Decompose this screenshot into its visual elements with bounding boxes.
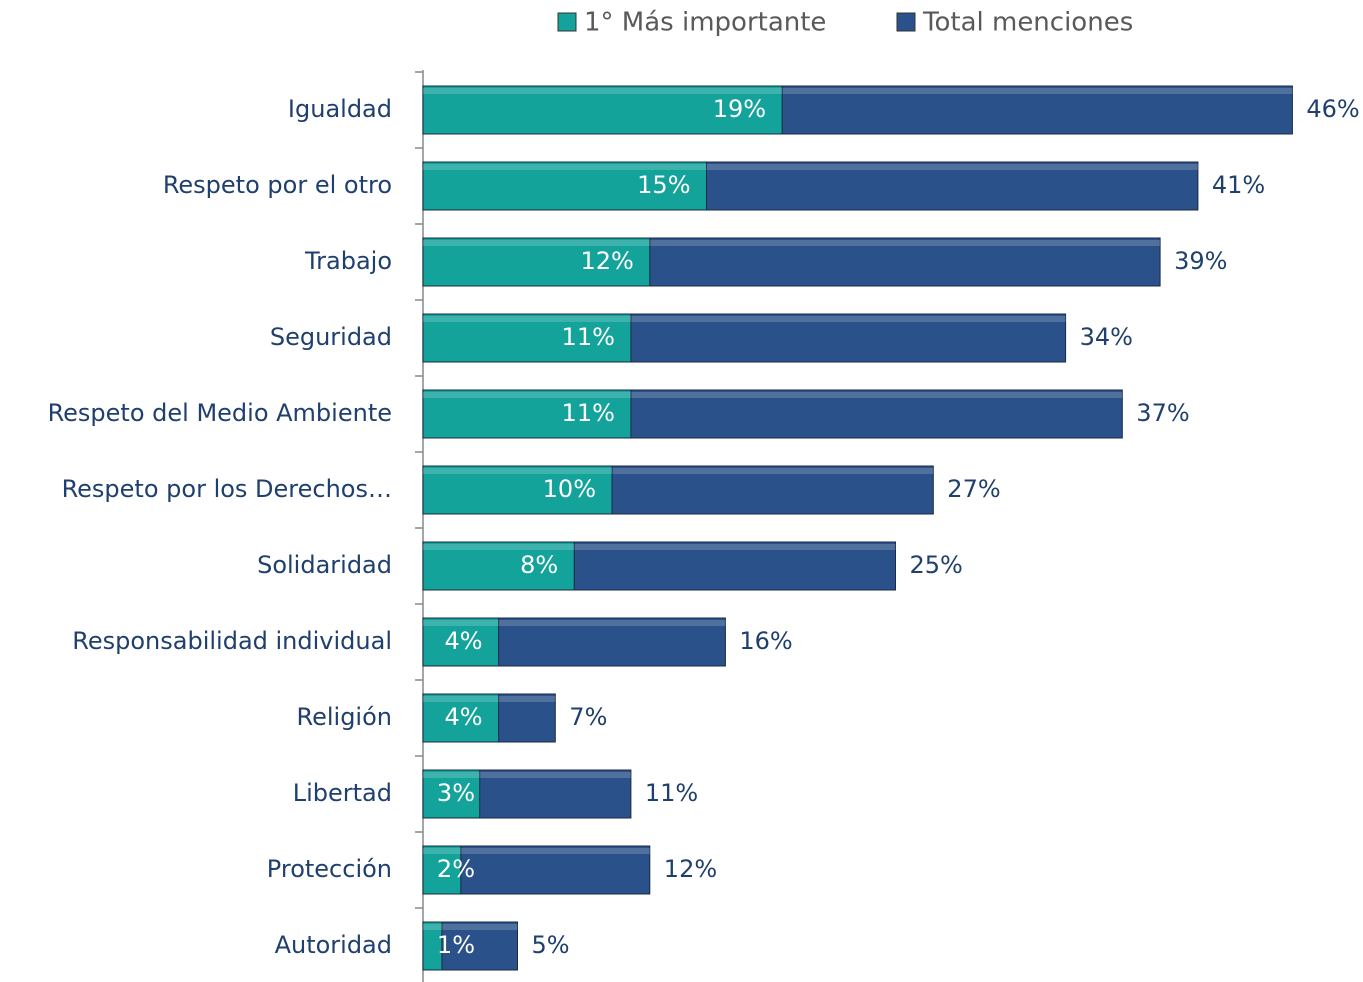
bar [422, 541, 575, 591]
value-label: 7% [569, 703, 607, 731]
bar-highlight [423, 924, 442, 930]
legend-swatch [557, 12, 577, 32]
value-label: 4% [445, 703, 483, 731]
legend-label: Total menciones [922, 8, 1133, 38]
bar-highlight [423, 88, 1293, 94]
value-label: 27% [947, 475, 1000, 503]
bar-highlight [423, 88, 783, 94]
value-label: 34% [1080, 323, 1133, 351]
bar-highlight [423, 468, 934, 474]
value-label: 5% [532, 931, 570, 959]
bar-highlight [423, 392, 1123, 398]
bar-highlight [423, 164, 707, 170]
bar [422, 769, 481, 819]
bar-highlight [423, 772, 631, 778]
value-label: 19% [713, 95, 766, 123]
bar [422, 313, 632, 363]
category-label: Libertad [293, 779, 392, 807]
bar-highlight [423, 924, 518, 930]
bar-highlight [423, 240, 1161, 246]
bar [422, 389, 632, 439]
category-label: Autoridad [275, 931, 392, 959]
bar-highlight [423, 544, 896, 550]
value-label: 41% [1212, 171, 1265, 199]
bar-highlight [423, 772, 480, 778]
legend-label: 1° Más importante [584, 8, 826, 38]
bar [422, 693, 500, 743]
bar [422, 465, 613, 515]
value-label: 11% [562, 323, 615, 351]
category-label: Responsabilidad individual [72, 627, 392, 655]
category-label: Protección [267, 855, 392, 883]
category-label: Respeto del Medio Ambiente [48, 399, 392, 427]
category-label: Seguridad [270, 323, 392, 351]
bar-highlight [423, 620, 726, 626]
value-label: 1% [437, 931, 475, 959]
bar [422, 161, 707, 211]
bar-highlight [423, 316, 1066, 322]
value-label: 25% [910, 551, 963, 579]
bar [422, 921, 443, 971]
value-label: 11% [562, 399, 615, 427]
bar [422, 237, 651, 287]
value-label: 4% [445, 627, 483, 655]
bar-highlight [423, 620, 499, 626]
category-label: Trabajo [304, 247, 392, 275]
bar [422, 85, 783, 135]
bar-highlight [423, 240, 650, 246]
value-label: 15% [637, 171, 690, 199]
bar-highlight [423, 848, 461, 854]
category-label: Igualdad [288, 95, 392, 123]
bar-highlight [423, 316, 631, 322]
bar [422, 617, 500, 667]
value-label: 11% [645, 779, 698, 807]
category-label: Solidaridad [257, 551, 392, 579]
bar [422, 845, 462, 895]
bar-highlight [423, 164, 1198, 170]
value-label: 8% [520, 551, 558, 579]
bar-highlight [423, 392, 631, 398]
value-label: 46% [1306, 95, 1359, 123]
value-label: 2% [437, 855, 475, 883]
value-label: 12% [664, 855, 717, 883]
legend-swatch [896, 12, 916, 32]
value-label: 37% [1136, 399, 1189, 427]
category-label: Respeto por el otro [163, 171, 392, 199]
category-label: Religión [297, 703, 393, 731]
value-label: 39% [1174, 247, 1227, 275]
bar-highlight [423, 468, 612, 474]
value-label: 3% [437, 779, 475, 807]
value-label: 10% [543, 475, 596, 503]
value-label: 12% [580, 247, 633, 275]
category-label: Respeto por los Derechos… [62, 475, 392, 503]
bar-highlight [423, 544, 575, 550]
value-label: 16% [739, 627, 792, 655]
bar-highlight [423, 848, 650, 854]
bar-highlight [423, 696, 499, 702]
